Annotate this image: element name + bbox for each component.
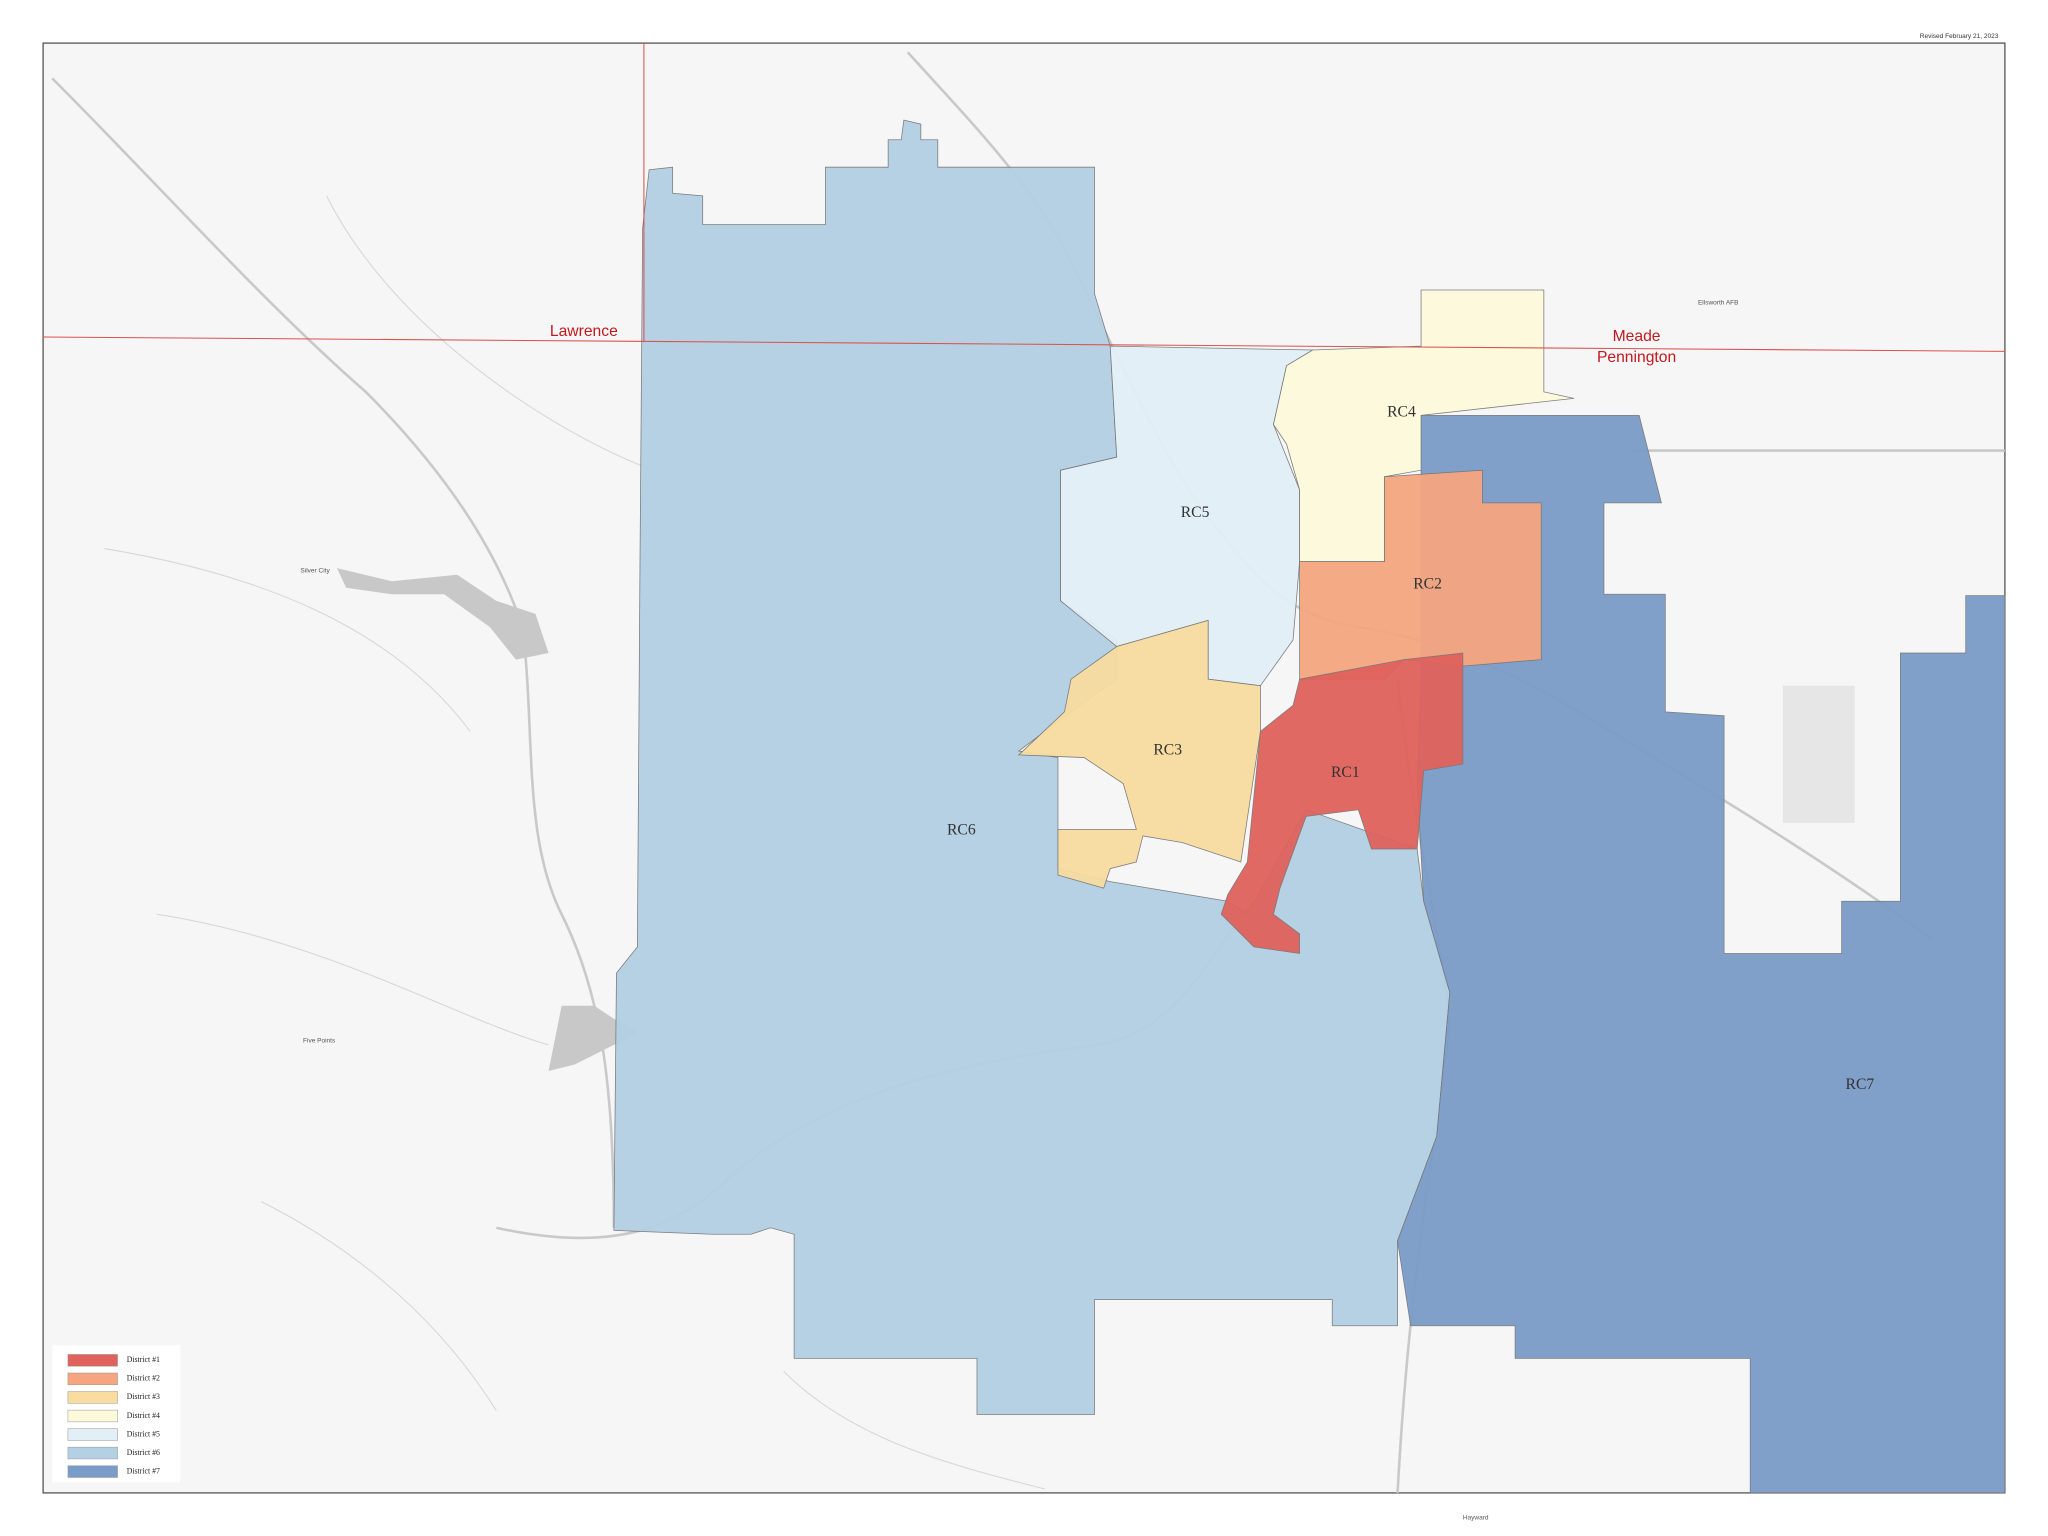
road <box>104 195 1046 1490</box>
legend-swatch <box>67 1391 118 1404</box>
district-label: RC7 <box>1846 1076 1875 1093</box>
place-name: Silver City <box>300 567 330 574</box>
legend-swatch <box>67 1428 118 1441</box>
districts: RC1 RC2 RC3 RC4 RC5 RC6 RC7 <box>613 119 2006 1494</box>
legend: District #1 District #2 District #3 Distric… <box>52 1345 181 1483</box>
legend-swatch <box>67 1446 118 1460</box>
legend-label: District #6 <box>127 1448 160 1457</box>
district-area <box>1397 414 2006 1494</box>
district-label: RC5 <box>1181 504 1210 521</box>
district-label: RC2 <box>1413 576 1442 593</box>
county-line <box>43 336 2005 352</box>
place-name: Hayward <box>1463 1514 1489 1521</box>
legend-swatch <box>67 1372 118 1386</box>
legend-swatch <box>67 1465 118 1478</box>
legend-label: District #7 <box>127 1466 160 1475</box>
county-name: Lawrence <box>550 323 618 340</box>
legend-label: District #1 <box>127 1355 160 1364</box>
district-area <box>1220 652 1464 954</box>
lake <box>336 568 549 660</box>
county-name: Meade <box>1613 328 1661 345</box>
legend-label: District #4 <box>127 1411 160 1420</box>
legend-label: District #3 <box>127 1392 160 1401</box>
legend-swatch <box>67 1409 118 1423</box>
legend-label: District #5 <box>127 1429 160 1438</box>
county-lines <box>43 43 2005 352</box>
district-label: RC3 <box>1153 742 1182 759</box>
district-area <box>1017 619 1261 889</box>
place-name: Ellsworth AFB <box>1698 300 1739 307</box>
revised-date: Revised February 21, 2023 <box>1920 33 1999 40</box>
county-name: Pennington <box>1597 349 1676 366</box>
district-label: RC6 <box>947 821 976 838</box>
district-label: RC4 <box>1387 403 1416 420</box>
district-label: RC1 <box>1331 764 1360 781</box>
airport <box>1782 685 1855 823</box>
legend-label: District #2 <box>127 1374 160 1383</box>
legend-swatch <box>67 1354 118 1367</box>
place-name: Five Points <box>303 1038 336 1045</box>
